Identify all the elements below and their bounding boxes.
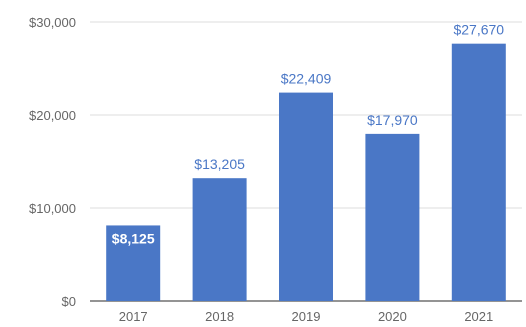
bar-value-label-2021: $27,670 bbox=[453, 22, 504, 38]
y-tick-label: $20,000 bbox=[29, 108, 76, 123]
bars bbox=[106, 43, 506, 301]
x-tick-label-2021: 2021 bbox=[464, 309, 493, 324]
y-tick-label: $0 bbox=[62, 294, 76, 309]
x-tick-label-2017: 2017 bbox=[119, 309, 148, 324]
bar-2017 bbox=[106, 225, 161, 301]
bar-value-label-2020: $17,970 bbox=[367, 112, 418, 128]
bar-2019 bbox=[279, 92, 333, 301]
y-axis-tick-labels: $0 $10,000 $20,000 $30,000 bbox=[29, 15, 76, 309]
x-axis-tick-labels: 2017 2018 2019 2020 2021 bbox=[119, 309, 494, 324]
x-tick-label-2019: 2019 bbox=[292, 309, 321, 324]
x-tick-label-2018: 2018 bbox=[205, 309, 234, 324]
bar-2018 bbox=[192, 178, 247, 301]
bar-value-label-2019: $22,409 bbox=[281, 71, 332, 87]
y-tick-label: $30,000 bbox=[29, 15, 76, 30]
bar-value-labels: $8,125 $13,205 $22,409 $17,970 $27,670 bbox=[112, 22, 505, 247]
y-tick-label: $10,000 bbox=[29, 201, 76, 216]
bar-2020 bbox=[365, 133, 420, 301]
bar-value-label-2017: $8,125 bbox=[112, 230, 155, 246]
x-tick-label-2020: 2020 bbox=[378, 309, 407, 324]
bar-2021 bbox=[451, 43, 506, 301]
bar-value-label-2018: $13,205 bbox=[194, 156, 245, 172]
